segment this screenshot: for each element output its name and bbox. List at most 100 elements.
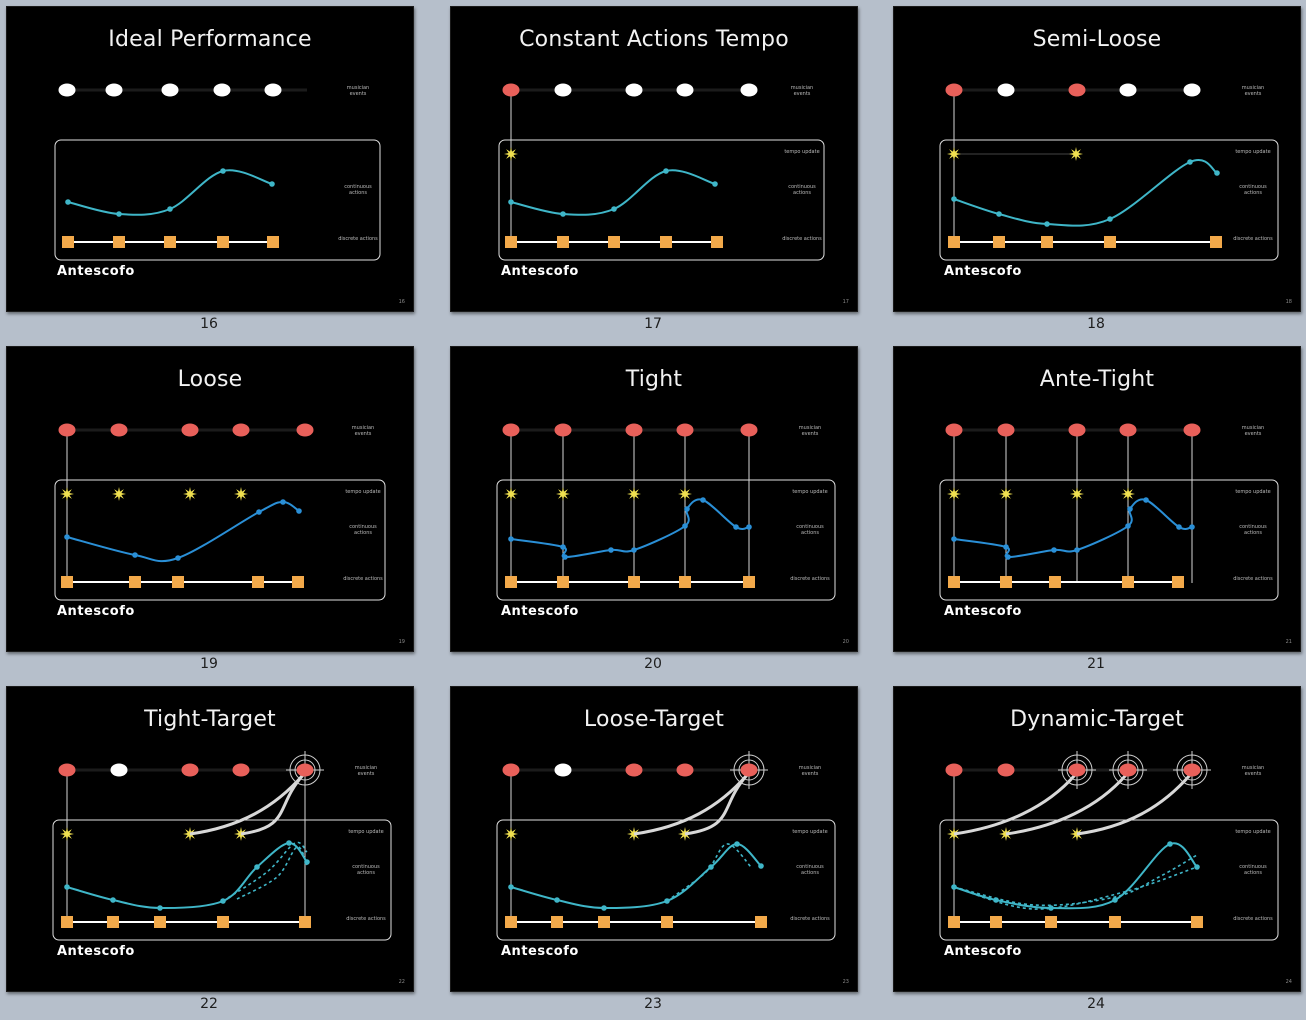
slide-number: 23: [842, 979, 849, 985]
discrete-action: [551, 916, 563, 928]
slide-diagram: [496, 423, 836, 601]
curve-point: [132, 552, 138, 558]
slide-diagram: [496, 751, 836, 941]
target-arrow: [633, 774, 749, 836]
slide-canvas[interactable]: Ante-Tight Antescofo musician events tempo …: [893, 346, 1301, 652]
slide-title: Ideal Performance: [108, 27, 312, 52]
musician-events-label: musician events: [351, 425, 375, 437]
antescofo-logo: Antescofo: [57, 604, 135, 619]
discrete-action: [743, 576, 755, 588]
antescofo-logo: Antescofo: [501, 264, 579, 279]
musician-event: [554, 763, 572, 777]
actions-box: [939, 819, 1279, 941]
slide-diagram: [52, 751, 392, 941]
musician-event: [264, 83, 282, 97]
slide-thumbnail[interactable]: Dynamic-Target Antescofo musician events te…: [887, 680, 1306, 1020]
tempo-update-star: [947, 487, 961, 501]
curve-point: [1125, 523, 1131, 529]
discrete-action: [993, 236, 1005, 248]
slide-thumbnail[interactable]: Tight Antescofo musician events tempo updat…: [444, 340, 890, 680]
antescofo-logo: Antescofo: [57, 944, 135, 959]
slide-thumbnail[interactable]: Ante-Tight Antescofo musician events tempo …: [887, 340, 1306, 680]
slide-thumbnail[interactable]: Constant Actions Tempo Antescofo musician …: [444, 0, 890, 340]
slide-title: Loose: [177, 367, 243, 392]
slide-canvas[interactable]: Constant Actions Tempo Antescofo musician …: [450, 6, 858, 312]
discrete-actions-label: discrete actions: [1233, 236, 1273, 242]
curve-point: [993, 897, 999, 903]
discrete-actions-label: discrete actions: [346, 916, 386, 922]
musician-event: [997, 423, 1015, 437]
discrete-action: [557, 236, 569, 248]
slide-diagram: [54, 423, 386, 601]
curve-point: [1127, 506, 1133, 512]
continuous-actions-label: continuous actions: [349, 524, 377, 536]
slide-canvas[interactable]: Loose Antescofo musician events tempo updat…: [6, 346, 414, 652]
slide-canvas[interactable]: Tight-Target Antescofo musician events temp…: [6, 686, 414, 992]
curve-point: [700, 497, 706, 503]
discrete-action: [1122, 576, 1134, 588]
slide-thumbnail[interactable]: Semi-Loose Antescofo musician events tempo …: [887, 0, 1306, 340]
tempo-update-label: tempo update: [1235, 149, 1271, 155]
discrete-actions-label: discrete actions: [1233, 576, 1273, 582]
musician-event: [1183, 83, 1201, 97]
musician-events-label: musician events: [1241, 85, 1265, 97]
musician-events-label: musician events: [1241, 425, 1265, 437]
slide-canvas[interactable]: Tight Antescofo musician events tempo updat…: [450, 346, 858, 652]
discrete-action: [61, 576, 73, 588]
discrete-action: [1041, 236, 1053, 248]
slide-diagram: [939, 423, 1279, 601]
slide-canvas[interactable]: Ideal Performance Antescofo musician event…: [6, 6, 414, 312]
musician-event: [181, 423, 199, 437]
curve-point: [1167, 841, 1173, 847]
discrete-action: [292, 576, 304, 588]
musician-event: [181, 763, 199, 777]
tempo-update-star: [504, 147, 518, 161]
thumbnail-label: 17: [644, 316, 662, 332]
discrete-actions-label: discrete actions: [343, 576, 383, 582]
discrete-action: [948, 916, 960, 928]
musician-event: [110, 423, 128, 437]
slide-canvas[interactable]: Semi-Loose Antescofo musician events tempo …: [893, 6, 1301, 312]
target-icon: [1173, 751, 1211, 789]
tempo-update-star: [504, 487, 518, 501]
slide-thumbnail[interactable]: Loose Antescofo musician events tempo updat…: [0, 340, 446, 680]
curve-point: [508, 536, 514, 542]
musician-event: [554, 83, 572, 97]
slide-thumbnail[interactable]: Ideal Performance Antescofo musician event…: [0, 0, 446, 340]
antescofo-logo: Antescofo: [501, 944, 579, 959]
continuous-curve: [510, 842, 762, 910]
slide-number: 19: [398, 639, 405, 645]
tempo-update-star: [1121, 487, 1135, 501]
slide-canvas[interactable]: Loose-Target Antescofo musician events temp…: [450, 686, 858, 992]
musician-events-label: musician events: [798, 765, 822, 777]
tempo-update-star: [678, 487, 692, 501]
musician-event: [296, 423, 314, 437]
curve-point: [1143, 497, 1149, 503]
slide-canvas[interactable]: Dynamic-Target Antescofo musician events te…: [893, 686, 1301, 992]
curve-point: [560, 544, 566, 550]
actions-box: [939, 479, 1279, 601]
continuous-actions-label: continuous actions: [352, 864, 380, 876]
slide-title: Ante-Tight: [1039, 367, 1155, 392]
continuous-actions-label: continuous actions: [344, 184, 372, 196]
discrete-action: [62, 236, 74, 248]
curve-point: [682, 523, 688, 529]
discrete-action: [1045, 916, 1057, 928]
curve-point: [256, 509, 262, 515]
tempo-update-star: [627, 487, 641, 501]
discrete-action: [299, 916, 311, 928]
discrete-action: [1109, 916, 1121, 928]
slide-thumbnail[interactable]: Tight-Target Antescofo musician events temp…: [0, 680, 446, 1020]
thumbnail-label: 18: [1087, 316, 1105, 332]
target-icon: [1058, 751, 1096, 789]
slide-number: 20: [842, 639, 849, 645]
discrete-actions-label: discrete actions: [790, 916, 830, 922]
slide-thumbnail[interactable]: Loose-Target Antescofo musician events temp…: [444, 680, 890, 1020]
tempo-update-label: tempo update: [348, 829, 384, 835]
musician-event: [625, 423, 643, 437]
discrete-action: [1000, 576, 1012, 588]
discrete-action: [164, 236, 176, 248]
curve-point: [554, 897, 560, 903]
curve-point: [64, 884, 70, 890]
musician-events-label: musician events: [798, 425, 822, 437]
